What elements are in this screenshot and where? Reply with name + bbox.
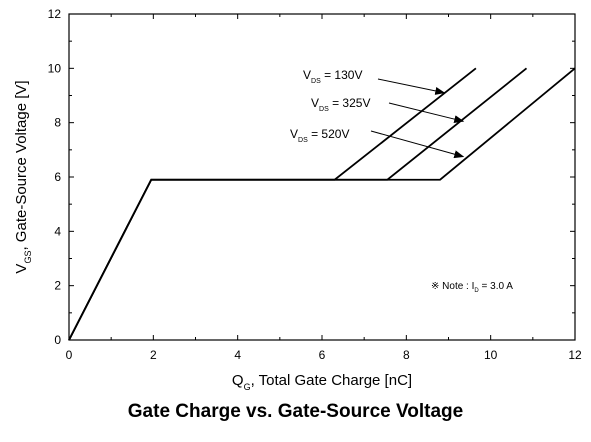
series-line-3 bbox=[68, 67, 576, 341]
label-v130: VDS = 130V bbox=[303, 68, 362, 85]
x-tick-label: 10 bbox=[484, 348, 498, 362]
x-tick-label: 6 bbox=[319, 348, 326, 362]
series-line-2 bbox=[68, 67, 528, 341]
x-tick-label: 4 bbox=[234, 348, 241, 362]
x-tick-label: 0 bbox=[66, 348, 73, 362]
y-tick-label: 10 bbox=[48, 61, 62, 75]
y-tick-label: 12 bbox=[48, 7, 62, 21]
y-tick-label: 8 bbox=[54, 116, 61, 130]
x-tick-label: 12 bbox=[568, 348, 582, 362]
y-tick-label: 4 bbox=[54, 224, 61, 238]
y-tick-label: 2 bbox=[54, 279, 61, 293]
y-tick-label: 0 bbox=[54, 333, 61, 347]
x-axis-label: QG, Total Gate Charge [nC] bbox=[232, 372, 412, 392]
y-tick-label: 6 bbox=[54, 170, 61, 184]
note-label: ※ Note : ID = 3.0 A bbox=[431, 281, 513, 294]
x-tick-label: 8 bbox=[403, 348, 410, 362]
arrow-v520 bbox=[370, 130, 465, 159]
label-v325: VDS = 325V bbox=[311, 96, 370, 113]
chart-title: Gate Charge vs. Gate-Source Voltage bbox=[127, 401, 464, 422]
y-axis-label: VGS, Gate-Source Voltage [V] bbox=[13, 80, 33, 273]
label-v520: VDS = 520V bbox=[290, 127, 349, 144]
arrow-v130 bbox=[377, 78, 446, 95]
x-tick-label: 2 bbox=[150, 348, 157, 362]
arrow-v325 bbox=[388, 102, 465, 124]
